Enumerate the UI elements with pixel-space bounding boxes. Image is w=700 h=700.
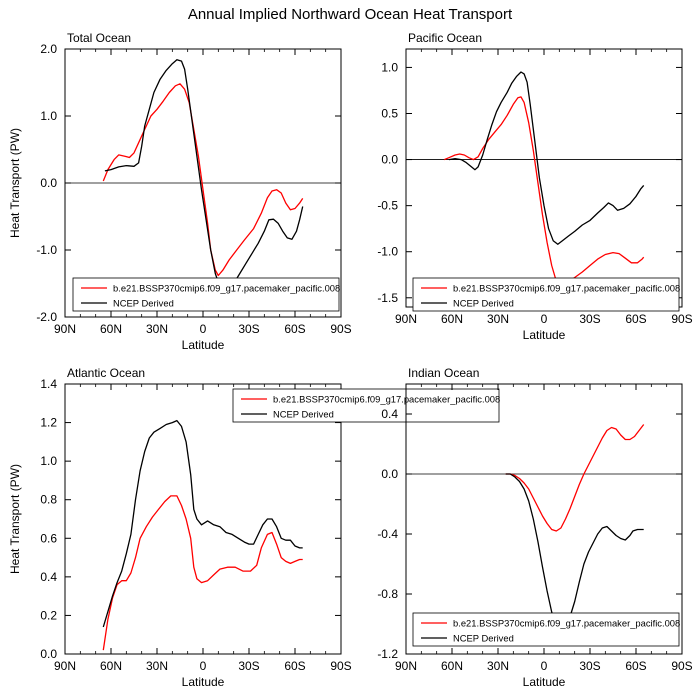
y-tick-label: 0.0: [381, 467, 398, 481]
y-tick-label: 1.0: [381, 60, 398, 74]
y-tick-label: 0.4: [40, 570, 57, 584]
x-tick-label: 30N: [146, 322, 168, 336]
y-tick-label: -2.0: [36, 310, 57, 324]
y-tick-label: 1.0: [40, 454, 57, 468]
x-tick-label: 0: [541, 312, 548, 326]
panels: Total Ocean 90N 60N 30N 0 30S 60S 90S 2.0 1.0 0.0 -…: [8, 31, 693, 689]
y-tick-label: -0.4: [377, 527, 398, 541]
y-tick-label: 0.0: [40, 176, 57, 190]
legend-box: [412, 612, 680, 647]
x-tick-label: 60N: [100, 322, 122, 336]
x-tick-label: 60S: [284, 659, 305, 673]
y-tick-label: 0.5: [381, 107, 398, 121]
y-tick-label: -1.2: [377, 647, 398, 661]
legend-box: [412, 277, 680, 312]
y-axis-label: Heat Transport (PW): [8, 464, 22, 574]
x-axis-label: Latitude: [182, 338, 225, 352]
panel-title-atlantic-ocean: Atlantic Ocean: [67, 366, 145, 380]
x-tick-label: 90S: [330, 659, 351, 673]
x-axis-label: Latitude: [523, 328, 566, 342]
panel-total-ocean: Total Ocean 90N 60N 30N 0 30S 60S 90S 2.0 1.0 0.0 -…: [8, 31, 352, 352]
x-tick-label: 30N: [487, 312, 509, 326]
plot-frame: [405, 48, 683, 308]
x-tick-label: 0: [541, 659, 548, 673]
x-tick-label: 0: [200, 659, 207, 673]
ncep-series-line: [448, 71, 645, 245]
legend-box: [72, 277, 340, 312]
y-tick-label: 1.0: [40, 109, 57, 123]
x-tick-label: 60N: [100, 659, 122, 673]
y-tick-label: 1.4: [40, 377, 57, 391]
figure-title: Annual Implied Northward Ocean Heat Tran…: [188, 6, 513, 23]
x-tick-label: 30S: [238, 322, 259, 336]
y-tick-label: 0.4: [381, 407, 398, 421]
x-tick-label: 90N: [395, 312, 417, 326]
x-tick-label: 30N: [487, 659, 509, 673]
legend-ncep-label: NCEP Derived: [453, 633, 514, 644]
legend-model-label: b.e21.BSSP370cmip6.f09_g17.pacemaker_pac…: [453, 283, 680, 294]
x-tick-label: 30N: [146, 659, 168, 673]
x-tick-label: 90N: [54, 659, 76, 673]
legend: b.e21.BSSP370cmip6.f09_g17.pacemaker_pac…: [412, 612, 680, 647]
x-axis-label: Latitude: [523, 675, 566, 689]
plot-frame: [64, 383, 342, 655]
legend-box: [232, 388, 500, 423]
y-tick-label: 0.8: [40, 493, 57, 507]
x-axis-label: Latitude: [182, 675, 225, 689]
ncep-series-line: [102, 419, 303, 628]
legend-ncep-label: NCEP Derived: [273, 409, 334, 420]
legend: b.e21.BSSP370cmip6.f09_g17.pacemaker_pac…: [72, 277, 340, 312]
panel-title-total-ocean: Total Ocean: [67, 31, 131, 45]
y-tick-label: -1.0: [377, 245, 398, 259]
x-tick-label: 0: [200, 322, 207, 336]
y-tick-label: -0.5: [377, 199, 398, 213]
x-tick-label: 60S: [625, 659, 646, 673]
panel-indian-ocean: Indian Ocean 90N 60N 30N 0 30S 60S 90S 0.4 0.0 -0.…: [377, 366, 692, 689]
y-axis-label: Heat Transport (PW): [8, 128, 22, 238]
legend-model-label: b.e21.BSSP370cmip6.f09_g17.pacemaker_pac…: [453, 618, 680, 629]
x-tick-label: 60S: [284, 322, 305, 336]
x-tick-label: 30S: [579, 312, 600, 326]
x-tick-label: 90N: [54, 322, 76, 336]
legend: b.e21.BSSP370cmip6.f09_g17.pacemaker_pac…: [412, 277, 680, 312]
x-tick-label: 30S: [238, 659, 259, 673]
x-tick-label: 30S: [579, 659, 600, 673]
y-tick-label: 1.2: [40, 416, 57, 430]
y-tick-label: 0.0: [381, 153, 398, 167]
model-series-line: [102, 495, 303, 651]
y-tick-label: 0.0: [40, 647, 57, 661]
model-series-line: [102, 83, 304, 277]
y-tick-label: 0.6: [40, 531, 57, 545]
x-tick-label: 90N: [395, 659, 417, 673]
y-tick-label: -1.0: [36, 243, 57, 257]
model-series-line: [444, 96, 645, 287]
x-tick-label: 60N: [441, 659, 463, 673]
ncep-series-line: [505, 473, 644, 633]
panel-title-indian-ocean: Indian Ocean: [408, 366, 479, 380]
panel-atlantic-ocean: Atlantic Ocean 90N 60N 30N 0 30S 60S 90S 1.4 1.2 1…: [8, 366, 500, 689]
ncep-series-line: [104, 59, 304, 295]
legend-model-label: b.e21.BSSP370cmip6.f09_g17.pacemaker_pac…: [113, 283, 340, 294]
panel-pacific-ocean: Pacific Ocean 90N 60N 30N 0 30S 60S 90S 1.0 0.5 0.…: [377, 31, 692, 342]
legend-ncep-label: NCEP Derived: [113, 298, 174, 309]
model-series-line: [505, 424, 645, 532]
y-tick-label: 0.2: [40, 608, 57, 622]
legend: b.e21.BSSP370cmip6.f09_g17.pacemaker_pac…: [232, 388, 500, 423]
y-tick-label: -0.8: [377, 587, 398, 601]
x-tick-label: 60N: [441, 312, 463, 326]
panel-title-pacific-ocean: Pacific Ocean: [408, 31, 482, 45]
x-tick-label: 90S: [671, 659, 692, 673]
x-tick-label: 90S: [671, 312, 692, 326]
legend-model-label: b.e21.BSSP370cmip6.f09_g17.pacemaker_pac…: [273, 394, 500, 405]
y-tick-label: 2.0: [40, 42, 57, 56]
legend-ncep-label: NCEP Derived: [453, 298, 514, 309]
y-tick-label: -1.5: [377, 291, 398, 305]
x-tick-label: 90S: [330, 322, 351, 336]
x-tick-label: 60S: [625, 312, 646, 326]
